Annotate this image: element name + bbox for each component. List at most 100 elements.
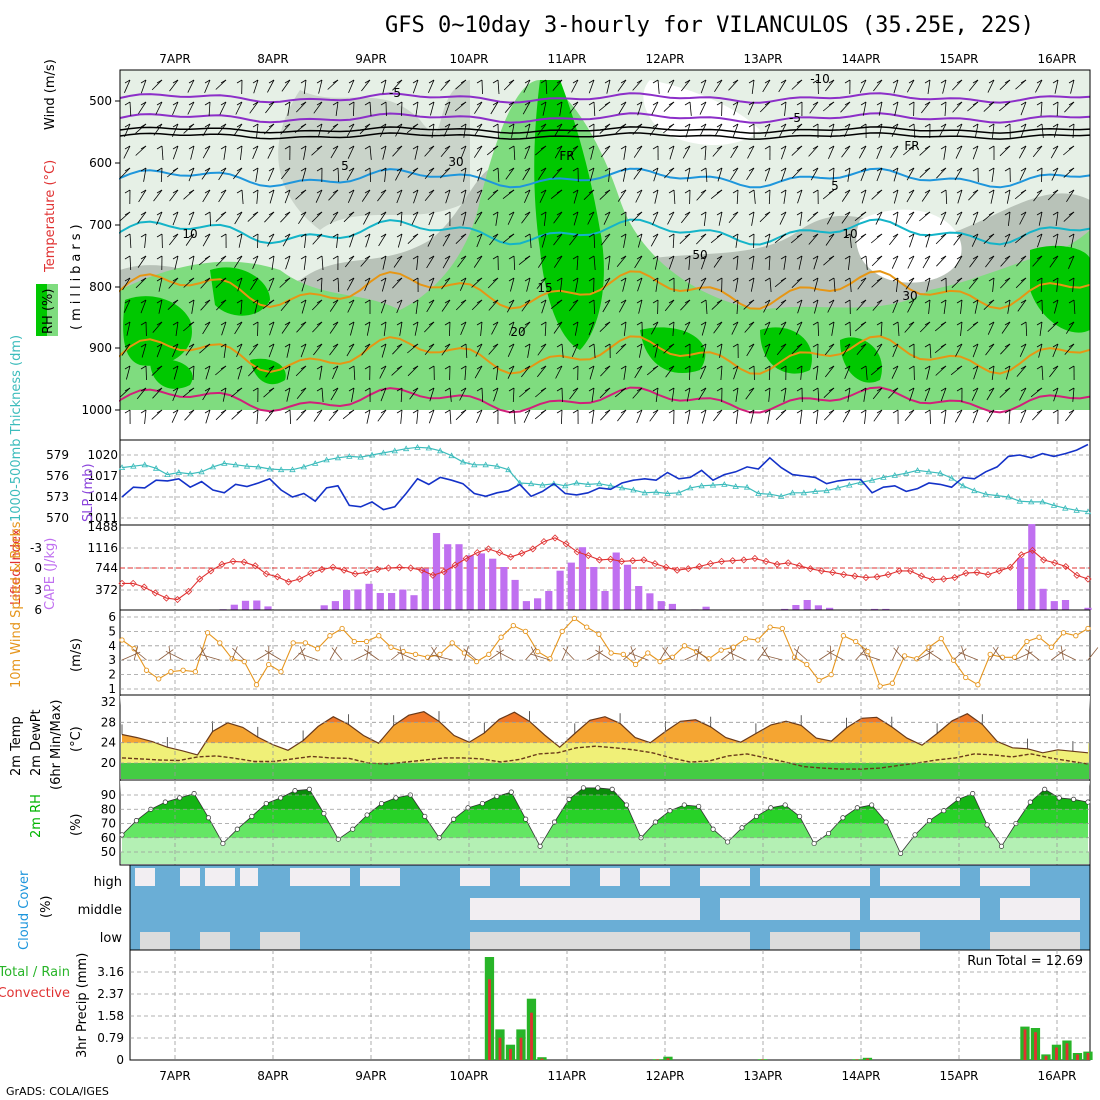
wind-barb bbox=[634, 255, 643, 269]
wind-barb-flag bbox=[556, 79, 563, 84]
wind-barb bbox=[922, 255, 931, 269]
cloud-high-gap bbox=[205, 868, 235, 886]
wind-barb bbox=[717, 167, 723, 182]
wind-barb-10m bbox=[329, 646, 338, 661]
wind-barb bbox=[744, 321, 755, 333]
wind-barb-flag bbox=[348, 387, 355, 392]
wind-barb-flag bbox=[156, 321, 163, 326]
wind-barb bbox=[599, 123, 611, 134]
wind-barb bbox=[699, 365, 707, 379]
wind-barb-flag bbox=[252, 365, 259, 370]
contour-20 bbox=[119, 335, 1091, 375]
wind-barb-flag bbox=[620, 321, 627, 326]
wind-barb bbox=[171, 409, 179, 423]
wind-barb bbox=[281, 321, 291, 334]
cloud-ylabel: Cloud Cover bbox=[17, 870, 32, 950]
wind-barb-flag bbox=[988, 409, 995, 414]
lifted-index-marker bbox=[162, 594, 170, 602]
wind-barb bbox=[636, 409, 643, 424]
wind-barb-flag bbox=[236, 233, 243, 238]
wind-barb bbox=[824, 409, 835, 421]
wind-barb bbox=[250, 277, 259, 291]
wind-barb bbox=[815, 409, 819, 424]
wind-barb-flag bbox=[156, 233, 163, 238]
wind-barb-flag bbox=[908, 233, 915, 238]
wind-barb bbox=[487, 277, 499, 289]
cape-bar bbox=[455, 544, 463, 610]
precip-conv-bar bbox=[530, 1012, 533, 1060]
wind-barb-flag bbox=[684, 189, 691, 194]
wind-barb bbox=[929, 343, 932, 359]
cloud-units: (%) bbox=[39, 896, 54, 919]
rh-marker bbox=[1056, 795, 1062, 801]
lifted-index-marker bbox=[884, 571, 892, 579]
wind-barb-flag bbox=[412, 123, 419, 128]
wind-barb bbox=[935, 365, 947, 376]
rh-marker bbox=[508, 789, 514, 795]
wind-barb-flag bbox=[764, 233, 771, 238]
thickness-frame bbox=[119, 439, 1091, 526]
wind-barb-flag bbox=[188, 409, 195, 414]
wind-barb bbox=[135, 145, 147, 156]
wind-barb bbox=[856, 299, 867, 311]
wind-barb bbox=[952, 101, 963, 113]
wind-barb-flag bbox=[1004, 145, 1011, 150]
wind-barb-flag bbox=[348, 409, 355, 414]
wind-barb-flag bbox=[300, 79, 307, 84]
wind-barb-flag bbox=[284, 321, 291, 326]
lifted-index-marker bbox=[817, 567, 826, 575]
wind-barb-flag bbox=[844, 233, 851, 238]
wind-barb bbox=[874, 343, 883, 357]
wind-barb-flag bbox=[796, 299, 803, 304]
wind-barb-flag bbox=[1004, 101, 1011, 106]
wind-barb-flag bbox=[924, 255, 931, 260]
wind-barb bbox=[449, 387, 452, 402]
wind-barb-flag bbox=[620, 387, 627, 392]
wind-barb-flag bbox=[332, 343, 339, 348]
wind-barb-flag bbox=[428, 321, 435, 326]
wind-barb bbox=[651, 101, 659, 115]
wind-barb-flag bbox=[716, 299, 723, 304]
wind-barb bbox=[311, 211, 323, 223]
wind-barb-flag bbox=[684, 365, 691, 370]
wind-barb-flag bbox=[940, 409, 947, 414]
wind-barb bbox=[1047, 189, 1059, 201]
wind-barb-flag bbox=[988, 343, 995, 348]
wind-barb-flag bbox=[316, 255, 323, 260]
wind-barb-flag bbox=[332, 299, 339, 304]
wind-speed-marker bbox=[241, 658, 247, 665]
wind-barb-flag bbox=[348, 343, 355, 348]
wind-barb bbox=[401, 101, 403, 117]
wind-barb-flag bbox=[572, 189, 579, 194]
wind-barb bbox=[474, 101, 483, 114]
wind-barb-flag bbox=[604, 299, 611, 304]
wind-barb-flag bbox=[876, 167, 883, 172]
wind-barb-flag bbox=[748, 189, 755, 194]
wind-barb-flag bbox=[540, 255, 547, 260]
wind-barb bbox=[1066, 189, 1075, 203]
wind-barb bbox=[713, 321, 723, 334]
lifted-index-marker bbox=[473, 549, 481, 557]
chart-title: GFS 0~10day 3-hourly for VILANCULOS (35.… bbox=[385, 13, 1034, 38]
wind-barb bbox=[188, 167, 195, 182]
lifted-index-marker bbox=[218, 560, 226, 568]
wind-barb-flag bbox=[1020, 167, 1027, 172]
wind-barb-flag bbox=[764, 343, 771, 348]
thickness-marker bbox=[152, 464, 160, 471]
wind-barb bbox=[169, 79, 179, 92]
wind-barb bbox=[414, 321, 419, 336]
wind-barb-flag bbox=[492, 79, 499, 84]
wind-barb-flag bbox=[604, 167, 611, 172]
wind-barb-flag bbox=[300, 387, 307, 392]
wind-barb bbox=[654, 189, 659, 204]
cape-bar bbox=[657, 601, 665, 610]
wind-barb bbox=[942, 79, 947, 94]
wind-barb bbox=[808, 145, 819, 157]
wind-barb-flag bbox=[844, 387, 851, 392]
wind-barb-flag bbox=[316, 79, 323, 84]
wind-barb-flag bbox=[524, 101, 531, 106]
cape-series bbox=[118, 524, 1092, 610]
wind-barb-flag bbox=[876, 123, 883, 128]
wind-barb bbox=[153, 189, 163, 202]
rh-marker bbox=[177, 795, 183, 801]
